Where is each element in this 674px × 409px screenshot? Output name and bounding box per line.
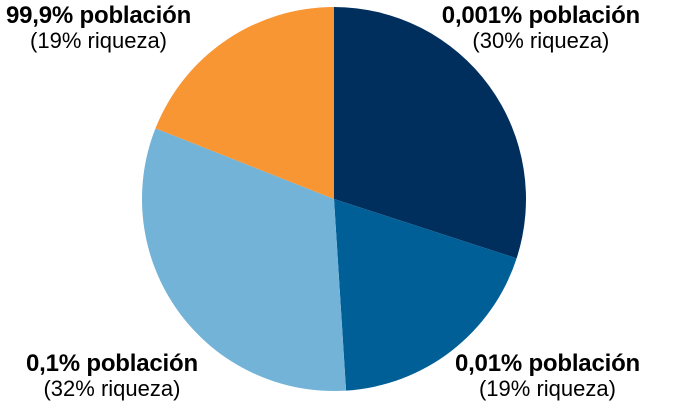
slice-label-main: 0,001% población: [441, 2, 640, 29]
pie-slice-4: [155, 7, 334, 199]
slice-label-0-1-percent: 0,1% población (32% riqueza): [26, 352, 198, 400]
slice-label-99-9-percent: 99,9% población (19% riqueza): [6, 4, 191, 52]
slice-label-sub: (19% riqueza): [30, 28, 167, 53]
slice-label-main: 0,1% población: [26, 350, 198, 377]
pie-slice-3: [141, 128, 347, 391]
pie-slice-2: [334, 199, 517, 391]
pie-slices: [141, 7, 526, 391]
slice-label-main: 0,01% población: [454, 350, 640, 377]
slice-label-0-001-percent: 0,001% población (30% riqueza): [442, 4, 640, 52]
slice-label-sub: (19% riqueza): [478, 376, 616, 401]
slice-label-sub: (30% riqueza): [472, 28, 610, 53]
slice-label-main: 99,9% población: [6, 2, 192, 29]
slice-label-sub: (32% riqueza): [43, 376, 181, 401]
slice-label-0-01-percent: 0,01% población (19% riqueza): [455, 352, 640, 400]
pie-slice-1: [334, 7, 526, 259]
